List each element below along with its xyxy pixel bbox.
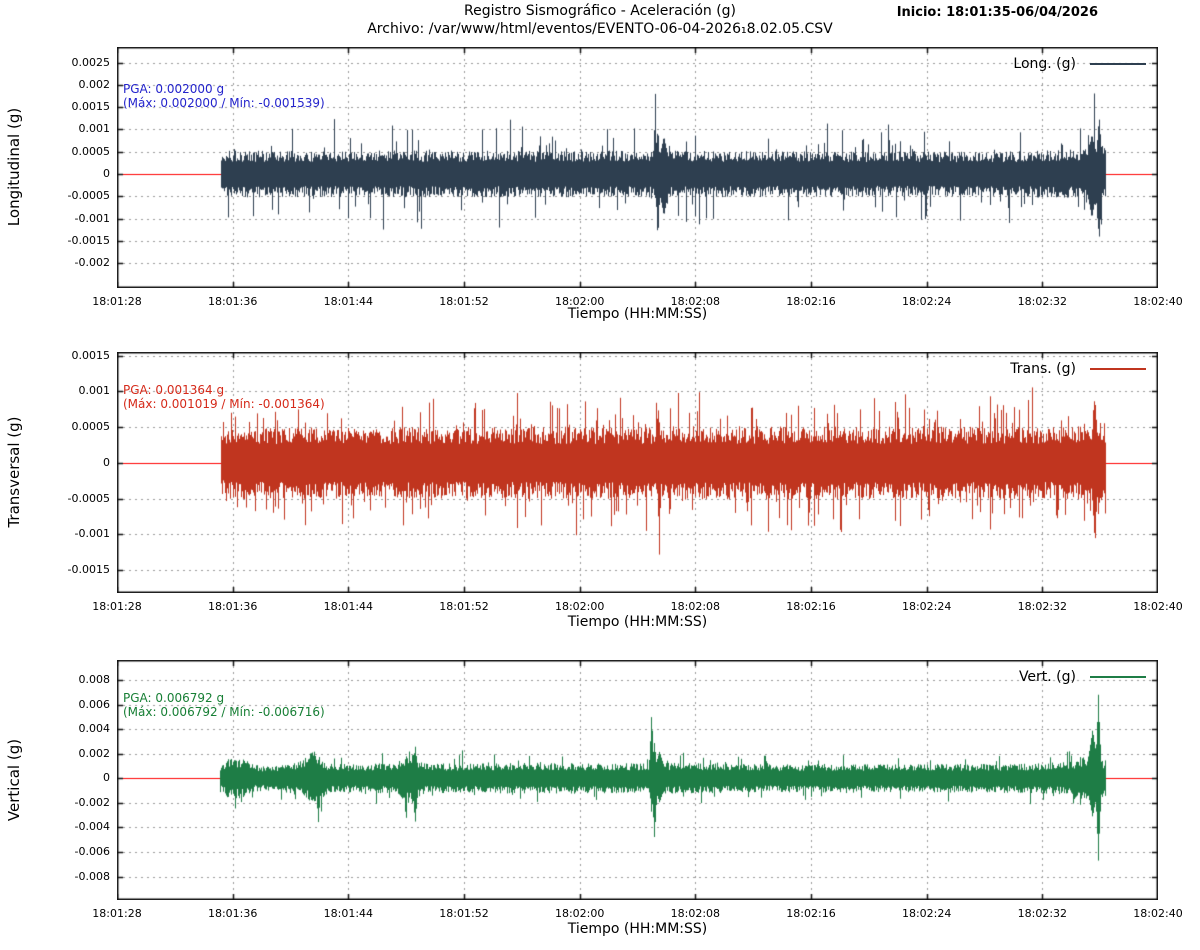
x-tick-label: 18:02:24	[901, 600, 952, 613]
x-tick-label: 18:02:08	[670, 295, 721, 308]
y-tick-label: -0.001	[74, 527, 110, 541]
x-tick-label: 18:01:28	[92, 600, 142, 613]
x-tick-label: 18:02:16	[786, 295, 836, 308]
y-tick-label: 0.008	[78, 672, 111, 686]
x-axis-label-longitudinal: Tiempo (HH:MM:SS)	[567, 306, 708, 322]
x-axis-label-vertical: Tiempo (HH:MM:SS)	[567, 921, 708, 937]
x-tick-label: 18:02:40	[1133, 295, 1183, 308]
x-tick-label: 18:01:52	[439, 907, 489, 920]
start-time-label: Inicio: 18:01:35-06/04/2026	[896, 5, 1098, 20]
y-tick-label: -0.006	[74, 845, 110, 859]
x-tick-label: 18:01:44	[323, 295, 374, 308]
x-tick-label: 18:02:40	[1133, 907, 1183, 920]
x-tick-label: 18:01:44	[323, 600, 374, 613]
y-tick-label: 0.0005	[71, 420, 111, 434]
x-tick-label: 18:01:36	[207, 600, 258, 613]
x-tick-label: 18:01:52	[439, 600, 489, 613]
transversal-trace-canvas	[117, 352, 1158, 593]
y-tick-label: 0.001	[78, 384, 111, 398]
vertical-trace-canvas	[117, 660, 1158, 900]
x-tick-label: 18:02:16	[786, 907, 836, 920]
y-tick-label: 0.001	[78, 122, 111, 136]
x-tick-label: 18:02:24	[901, 295, 952, 308]
x-tick-label: 18:02:00	[554, 907, 605, 920]
longitudinal-trace-canvas	[117, 47, 1158, 288]
x-tick-label: 18:01:44	[323, 907, 374, 920]
y-tick-label: -0.004	[74, 820, 110, 834]
y-tick-label: 0.0015	[71, 348, 111, 362]
x-tick-label: 18:02:08	[670, 600, 721, 613]
page-title: Registro Sismográfico - Aceleración (g)	[463, 3, 737, 19]
x-tick-label: 18:02:08	[670, 907, 721, 920]
y-tick-label: 0.004	[78, 722, 111, 736]
x-tick-label: 18:02:32	[1017, 600, 1068, 613]
y-tick-label: 0.0005	[71, 144, 111, 158]
file-subtitle: Archivo: /var/www/html/eventos/EVENTO-06…	[367, 21, 833, 37]
x-tick-label: 18:01:28	[92, 295, 142, 308]
y-tick-label: -0.002	[74, 256, 110, 270]
y-tick-label: -0.001	[74, 211, 110, 225]
x-tick-label: 18:01:52	[439, 295, 489, 308]
y-tick-label: -0.0005	[67, 189, 110, 203]
x-tick-label: 18:02:32	[1017, 907, 1068, 920]
y-tick-label: 0.006	[78, 697, 111, 711]
y-tick-label: 0.002	[78, 77, 111, 91]
x-axis-label-transversal: Tiempo (HH:MM:SS)	[567, 614, 708, 630]
y-tick-label: -0.0005	[67, 491, 110, 505]
x-tick-label: 18:01:36	[207, 907, 258, 920]
x-tick-label: 18:02:40	[1133, 600, 1183, 613]
x-tick-label: 18:02:00	[554, 600, 605, 613]
x-tick-label: 18:02:32	[1017, 295, 1068, 308]
x-tick-label: 18:01:28	[92, 907, 142, 920]
y-tick-label: 0	[103, 771, 110, 785]
y-tick-label: 0	[103, 166, 110, 180]
y-tick-label: -0.0015	[67, 233, 110, 247]
x-tick-label: 18:02:16	[786, 600, 836, 613]
x-tick-label: 18:02:24	[901, 907, 952, 920]
x-tick-label: 18:02:00	[554, 295, 605, 308]
y-axis-label-transversal: Transversal (g)	[5, 416, 23, 528]
y-tick-label: -0.0015	[67, 563, 110, 577]
y-tick-label: -0.008	[74, 869, 110, 883]
y-tick-label: 0.002	[78, 746, 111, 760]
y-tick-label: -0.002	[74, 795, 110, 809]
x-tick-label: 18:01:36	[207, 295, 258, 308]
y-tick-label: 0.0015	[71, 100, 111, 114]
y-tick-label: 0.0025	[71, 55, 111, 69]
y-tick-label: 0	[103, 455, 110, 469]
